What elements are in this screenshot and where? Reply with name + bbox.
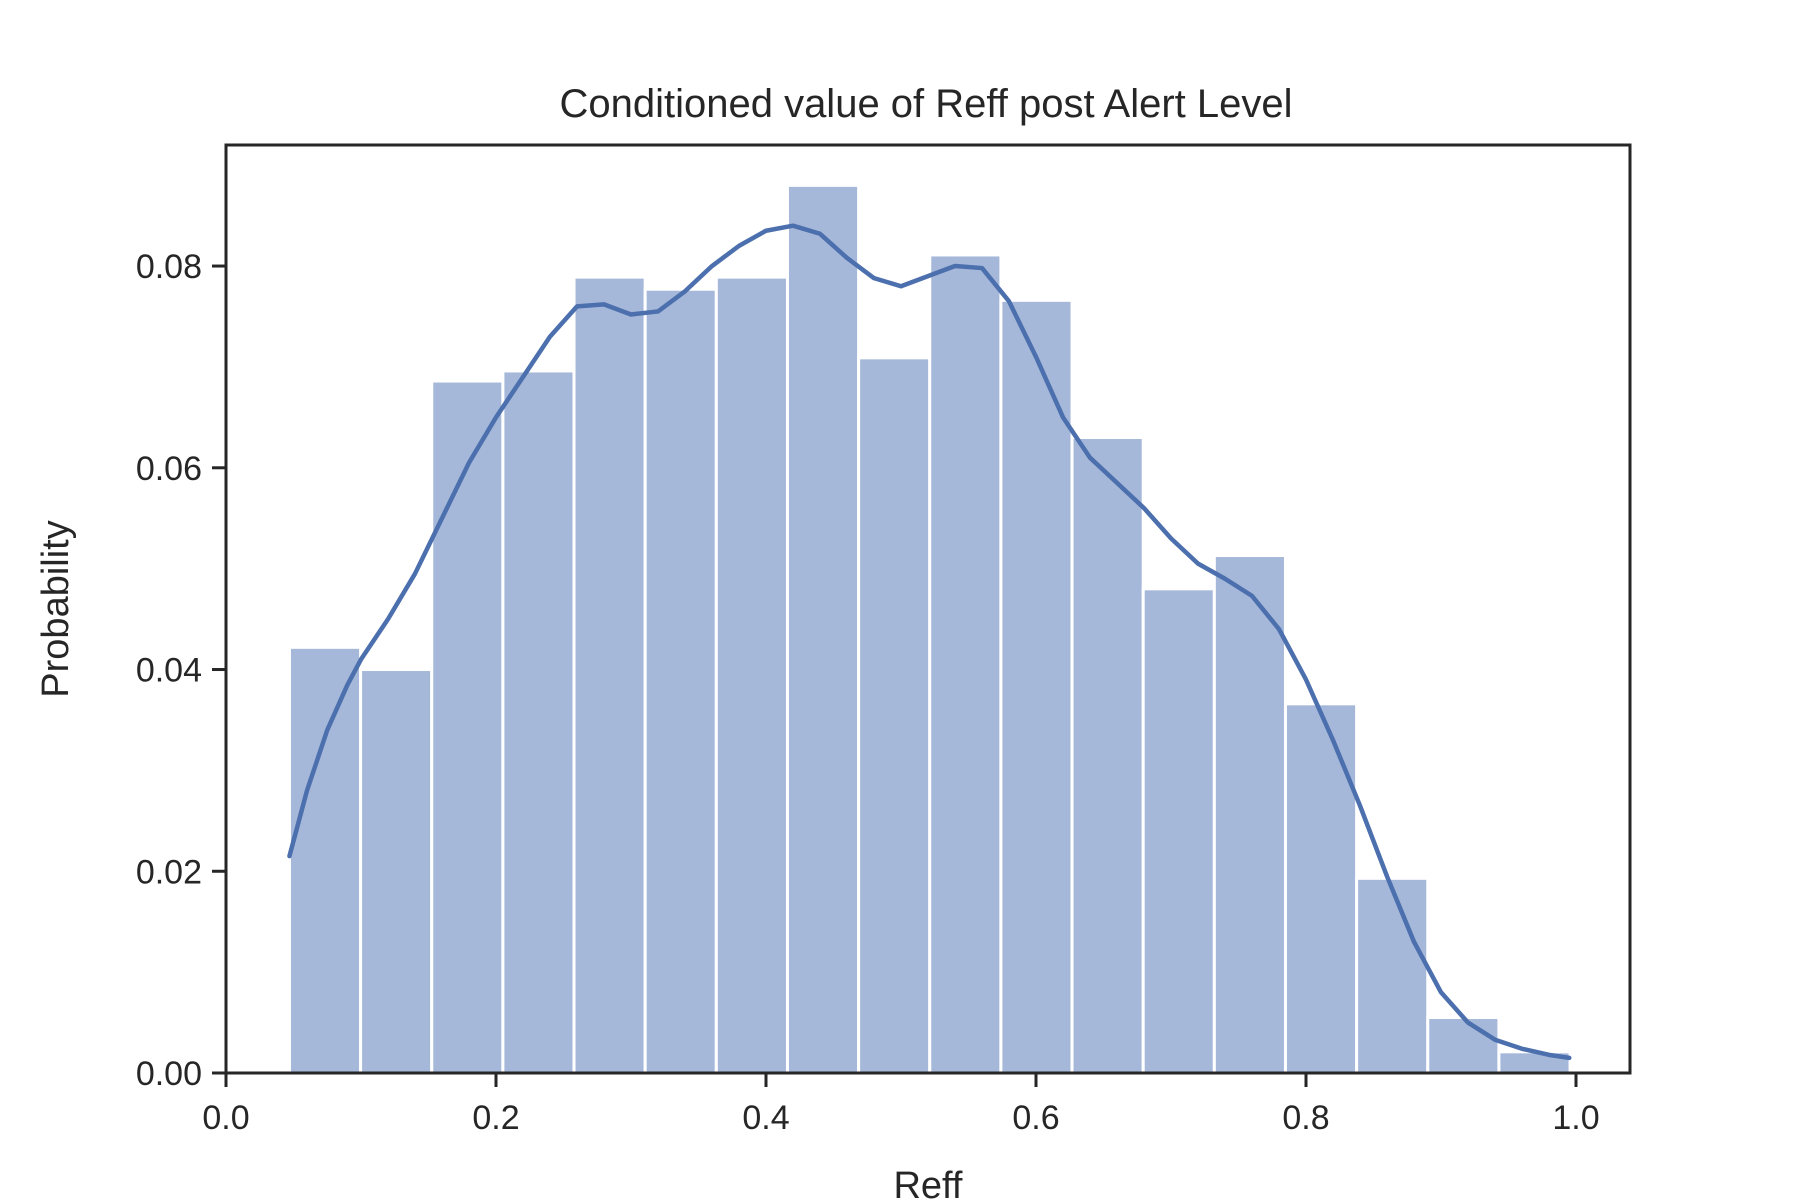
histogram-bar-3	[430, 379, 505, 1075]
histogram-bar-13	[1141, 587, 1216, 1075]
x-tick-label: 0.0	[202, 1099, 249, 1137]
y-tick-label: 0.08	[136, 248, 202, 286]
histogram-bar-16	[1355, 876, 1430, 1075]
x-tick-label: 0.8	[1282, 1099, 1329, 1137]
kde-curve	[287, 223, 1572, 1061]
histogram-bar-11	[999, 298, 1074, 1075]
histogram-bar-8	[785, 183, 861, 1075]
y-axis-ticks: 0.00 0.02 0.04 0.06 0.08	[136, 248, 226, 1093]
x-tick-label: 0.2	[472, 1099, 519, 1137]
histogram-bar-10	[928, 253, 1003, 1075]
y-tick-label: 0.02	[136, 853, 202, 891]
bars-layer	[287, 183, 1572, 1075]
y-tick-label: 0.04	[136, 652, 202, 690]
histogram-bar-2	[359, 668, 434, 1075]
histogram-bar-17	[1426, 1016, 1501, 1075]
histogram-bar-1	[287, 645, 363, 1075]
histogram-bar-6	[643, 287, 718, 1075]
histogram-bar-12	[1070, 436, 1145, 1075]
histogram-bar-7	[714, 275, 789, 1075]
histogram-bar-14	[1212, 554, 1287, 1075]
histogram-bar-5	[572, 275, 647, 1075]
y-tick-label: 0.00	[136, 1055, 202, 1093]
histogram-bar-15	[1283, 702, 1359, 1075]
plot-frame	[224, 143, 1632, 1075]
y-axis-label: Probability	[35, 520, 77, 697]
x-tick-label: 0.4	[742, 1099, 789, 1137]
histogram-bar-9	[857, 356, 932, 1075]
chart-title: Conditioned value of Reff post Alert Lev…	[559, 82, 1292, 126]
histogram-bar-4	[501, 369, 576, 1075]
x-axis-ticks: 0.0 0.2 0.4 0.6 0.8 1.0	[202, 1073, 1600, 1137]
y-tick-label: 0.06	[136, 450, 202, 488]
x-axis-label: Reff	[893, 1165, 962, 1200]
x-tick-label: 0.6	[1012, 1099, 1059, 1137]
x-tick-label: 1.0	[1552, 1099, 1599, 1137]
